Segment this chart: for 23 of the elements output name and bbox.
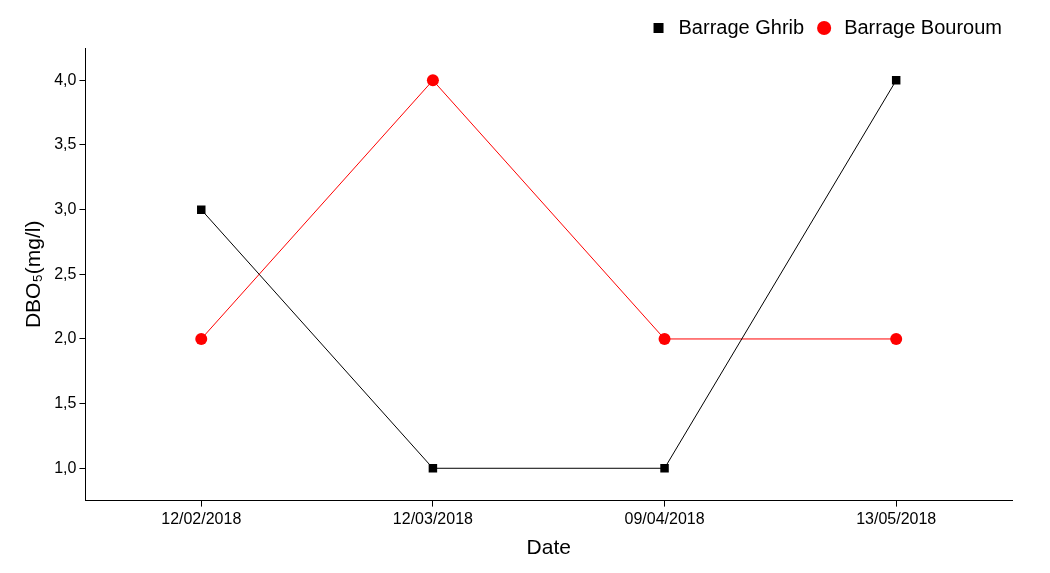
legend-label: Barrage Bouroum [844, 15, 1003, 38]
point [197, 205, 206, 214]
y-tick-label: 3,0 [54, 200, 77, 218]
y-tick-label: 2,5 [54, 264, 77, 282]
point [891, 76, 901, 85]
y-tick-label: 2,0 [54, 329, 77, 347]
y-tick-label: 1,5 [54, 394, 77, 412]
legend-label: Barrage Ghrib [678, 15, 805, 38]
point [426, 74, 439, 87]
x-tick-label: 12/03/2018 [392, 509, 474, 527]
point [658, 332, 671, 345]
x-axis-title: Date [526, 535, 571, 559]
point [660, 464, 669, 473]
point [195, 332, 208, 345]
y-tick-label: 3,5 [54, 135, 77, 153]
point [890, 332, 903, 345]
y-tick-label: 4,0 [54, 70, 77, 88]
point [428, 464, 438, 473]
y-tick-label: 1,0 [54, 458, 77, 476]
x-tick-label: 09/04/2018 [624, 509, 705, 527]
x-tick-label: 13/05/2018 [856, 509, 937, 527]
y-axis-title: DBO₅(mg/l) [21, 220, 45, 329]
x-tick-label: 12/02/2018 [161, 509, 242, 527]
